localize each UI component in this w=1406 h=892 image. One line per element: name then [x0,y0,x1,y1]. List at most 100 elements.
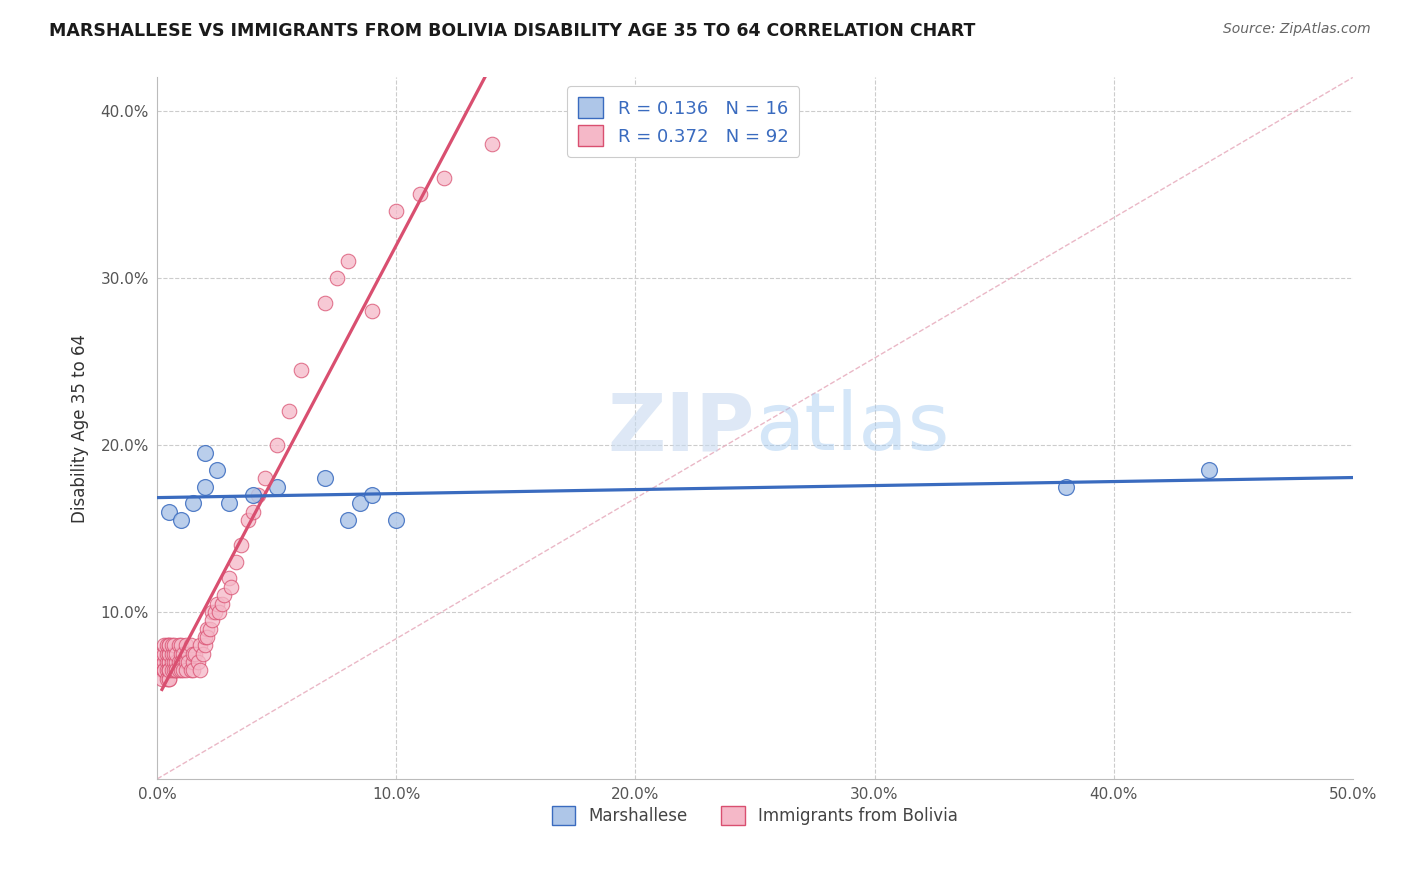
Point [157,655,180,669]
Point [314,471,336,485]
Point [191,647,214,661]
Point [157,664,180,678]
Point [385,204,408,219]
Point [188,638,211,652]
Point [194,446,217,460]
Point [1198,463,1220,477]
Point [150,672,173,686]
Point [181,496,204,510]
Point [385,513,408,527]
Point [225,555,247,569]
Point [218,572,240,586]
Point [314,296,336,310]
Point [198,622,221,636]
Point [163,647,186,661]
Point [266,438,288,452]
Point [197,630,219,644]
Point [337,513,360,527]
Point [150,664,173,678]
Point [229,538,252,552]
Text: MARSHALLESE VS IMMIGRANTS FROM BOLIVIA DISABILITY AGE 35 TO 64 CORRELATION CHART: MARSHALLESE VS IMMIGRANTS FROM BOLIVIA D… [49,22,976,40]
Point [153,664,176,678]
Point [167,638,190,652]
Legend: Marshallese, Immigrants from Bolivia: Marshallese, Immigrants from Bolivia [544,797,966,834]
Point [170,638,193,652]
Point [194,638,217,652]
Point [211,597,233,611]
Point [187,655,209,669]
Point [188,664,211,678]
Point [361,488,384,502]
Point [157,672,180,686]
Text: atlas: atlas [755,389,949,467]
Point [361,304,384,318]
Point [204,605,226,619]
Point [157,505,180,519]
Point [177,647,200,661]
Point [242,505,264,519]
Point [167,664,190,678]
Point [181,664,204,678]
Point [167,655,190,669]
Point [253,471,276,485]
Point [163,655,186,669]
Point [160,647,183,661]
Point [165,664,187,678]
Point [156,664,179,678]
Point [181,655,204,669]
Point [184,647,207,661]
Point [156,638,179,652]
Point [205,597,228,611]
Text: ZIP: ZIP [607,389,755,467]
Point [174,638,197,652]
Point [153,647,176,661]
Point [156,655,179,669]
Point [1054,480,1077,494]
Point [236,513,259,527]
Point [174,655,197,669]
Point [325,271,347,285]
Point [163,638,186,652]
Point [212,588,235,602]
Point [194,480,217,494]
Point [160,664,183,678]
Point [165,664,187,678]
Point [409,187,432,202]
Point [266,480,288,494]
Point [170,655,193,669]
Point [165,647,187,661]
Point [290,362,312,376]
Text: Source: ZipAtlas.com: Source: ZipAtlas.com [1223,22,1371,37]
Point [153,664,176,678]
Point [157,655,180,669]
Point [170,664,193,678]
Point [160,655,183,669]
Point [337,254,360,268]
Point [157,647,180,661]
Point [173,647,195,661]
Point [173,664,195,678]
Point [194,630,217,644]
Point [160,638,183,652]
Point [170,513,193,527]
Point [221,580,243,594]
Point [163,664,186,678]
Point [277,404,299,418]
Point [481,137,503,152]
Point [150,647,173,661]
Point [153,638,176,652]
Point [156,647,179,661]
Point [201,605,224,619]
Point [177,655,200,669]
Point [197,622,219,636]
Point [246,488,269,502]
Point [201,613,224,627]
Y-axis label: Disability Age 35 to 64: Disability Age 35 to 64 [72,334,89,523]
Point [150,655,173,669]
Point [218,496,240,510]
Point [157,664,180,678]
Point [157,672,180,686]
Point [180,638,202,652]
Point [174,664,197,678]
Point [165,655,187,669]
